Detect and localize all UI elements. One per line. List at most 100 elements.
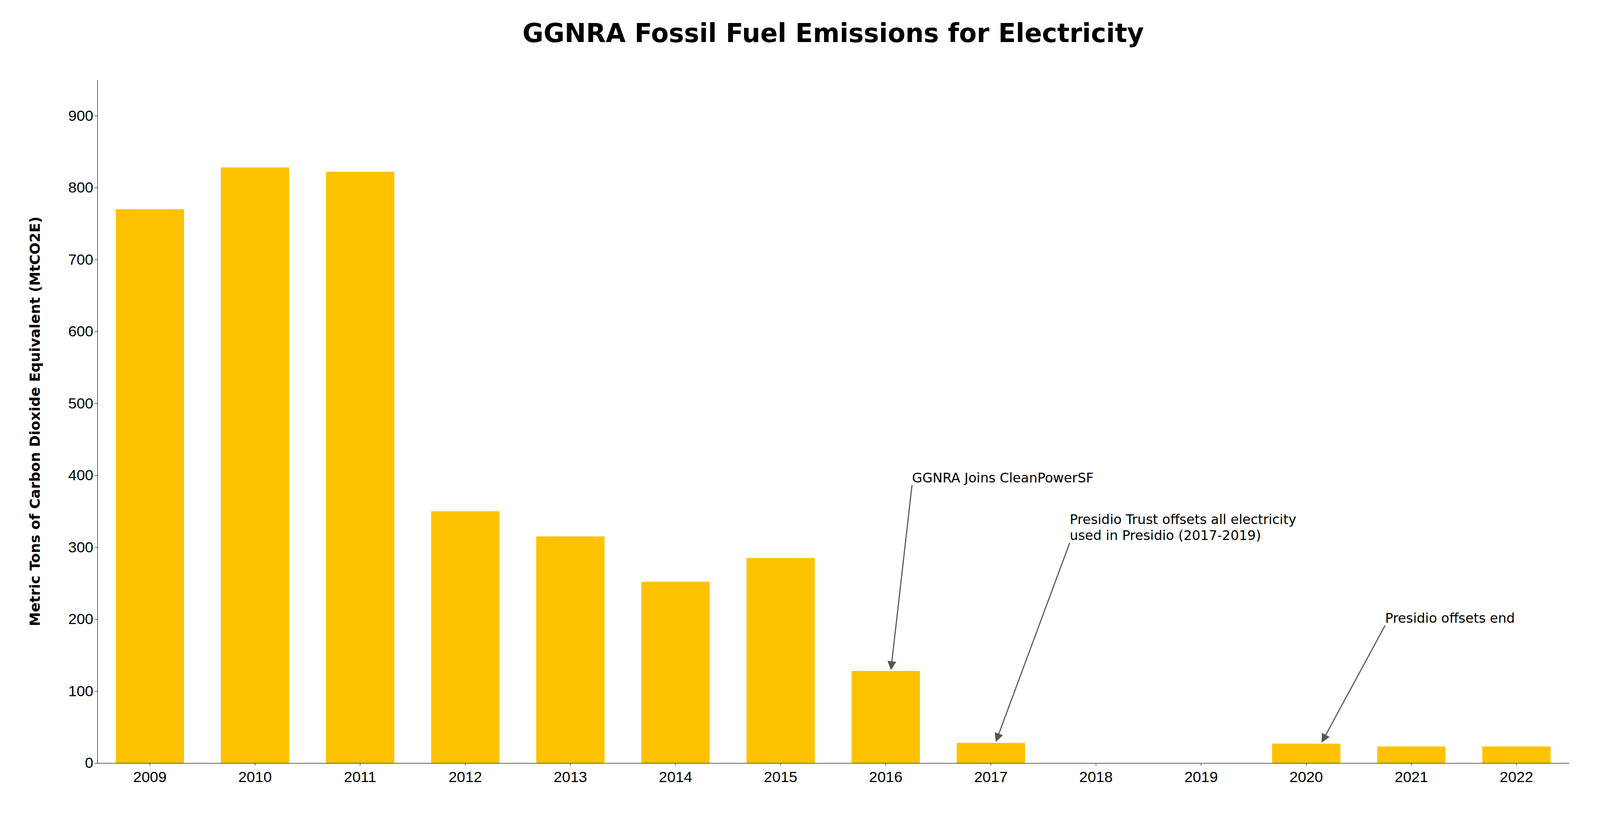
bar	[1377, 746, 1446, 763]
x-axis-line	[97, 762, 1570, 764]
annotations: GGNRA Joins CleanPowerSF Presidio Trust o…	[890, 469, 1515, 742]
y-tick-label: 300	[68, 538, 94, 556]
y-tick: 900	[68, 107, 98, 124]
x-tick-mark	[1095, 762, 1097, 766]
annotation: Presidio offsets end	[1385, 610, 1515, 626]
y-tick: 200	[68, 610, 98, 627]
x-tick-mark	[360, 762, 361, 766]
x-tick-mark	[990, 762, 991, 766]
y-tick-mark	[94, 618, 98, 620]
x-tick-mark	[149, 762, 150, 766]
bar	[326, 171, 395, 763]
x-tick-mark	[570, 762, 571, 766]
x-tick: 2017	[974, 762, 1008, 785]
y-tick: 500	[68, 394, 98, 412]
annotation-arrow	[996, 542, 1070, 741]
y-tick-label: 500	[68, 394, 94, 412]
y-tick-label: 200	[68, 610, 94, 627]
y-tick-label: 0	[84, 753, 94, 771]
y-axis-line	[97, 80, 98, 764]
y-tick-label: 800	[68, 178, 94, 196]
x-tick-mark	[464, 762, 466, 766]
bar	[1272, 743, 1341, 763]
annotation-line: Presidio Trust offsets all electricity	[1069, 511, 1297, 527]
x-tick-mark	[780, 762, 781, 766]
x-tick: 2020	[1289, 762, 1324, 785]
y-tick: 300	[68, 538, 98, 556]
y-tick-label: 100	[68, 682, 94, 699]
x-tick-mark	[675, 762, 676, 766]
x-tick: 2015	[763, 762, 798, 785]
bar	[115, 209, 185, 763]
y-tick-mark	[94, 187, 98, 189]
bar	[746, 557, 815, 763]
x-tick: 2016	[869, 762, 903, 785]
y-tick-mark	[94, 475, 98, 476]
x-tick-label: 2010	[238, 767, 273, 785]
bar	[1482, 746, 1551, 763]
bar	[431, 510, 500, 763]
x-tick: 2009	[133, 762, 167, 785]
x-tick-label: 2014	[658, 767, 693, 785]
x-tick-label: 2021	[1394, 767, 1429, 785]
x-tick-label: 2015	[763, 767, 798, 785]
y-tick-mark	[94, 259, 98, 260]
y-tick-mark	[94, 115, 98, 116]
x-tick-label: 2013	[553, 767, 588, 785]
bar	[641, 581, 710, 763]
annotation-arrow	[890, 484, 913, 669]
y-tick-mark	[94, 331, 98, 332]
x-tick: 2011	[344, 762, 377, 785]
x-tick-label: 2018	[1079, 767, 1113, 785]
y-tick: 400	[68, 466, 98, 484]
x-tick: 2013	[553, 762, 588, 785]
plot: 0 100 200 300 400 500 600 700 800 900 2009 2010 2011…	[68, 80, 1570, 786]
y-axis: 0 100 200 300 400 500 600 700 800 900	[68, 80, 98, 772]
x-tick-label: 2019	[1184, 767, 1218, 785]
y-tick-label: 400	[68, 466, 94, 484]
x-tick: 2022	[1499, 762, 1534, 785]
annotation-line: Presidio offsets end	[1385, 610, 1515, 626]
y-tick: 0	[84, 753, 98, 771]
annotation-arrow	[1322, 625, 1386, 742]
bar	[220, 167, 289, 763]
y-tick: 800	[68, 178, 98, 196]
bar	[1061, 762, 1130, 764]
title: GGNRA Fossil Fuel Emissions for Electric…	[522, 18, 1144, 49]
annotation: GGNRA Joins CleanPowerSF	[912, 469, 1094, 486]
x-tick-label: 2020	[1289, 767, 1324, 785]
annotation-line: used in Presidio (2017-2019)	[1069, 527, 1261, 543]
bar	[851, 670, 920, 763]
y-tick-label: 900	[68, 107, 94, 124]
x-tick-label: 2011	[344, 767, 377, 785]
x-tick: 2021	[1394, 762, 1429, 785]
x-tick-mark	[885, 762, 887, 766]
chart: 0 100 200 300 400 500 600 700 800 900 2009 2010 2011…	[0, 0, 1600, 825]
x-tick-mark	[254, 762, 256, 766]
bar	[536, 536, 605, 763]
annotation: Presidio Trust offsets all electricityus…	[1069, 511, 1297, 543]
bars	[115, 167, 1551, 763]
x-tick: 2019	[1184, 762, 1218, 785]
x-tick-label: 2016	[869, 767, 903, 785]
y-tick-label: 700	[68, 250, 94, 268]
x-tick-mark	[1516, 762, 1517, 766]
y-tick-label: 600	[68, 322, 94, 340]
x-tick: 2018	[1079, 762, 1113, 785]
x-tick-label: 2017	[974, 767, 1008, 785]
x-tick-mark	[1411, 762, 1412, 766]
y-tick-mark	[94, 402, 98, 404]
y-tick-mark	[94, 690, 98, 691]
bar	[1166, 762, 1236, 764]
y-tick-mark	[94, 546, 98, 548]
y-axis-title: Metric Tons of Carbon Dioxide Equivalent…	[26, 216, 44, 626]
x-tick-label: 2012	[448, 767, 483, 785]
x-tick-label: 2022	[1499, 767, 1534, 785]
x-tick-mark	[1200, 762, 1202, 766]
bar	[956, 742, 1025, 763]
x-tick-label: 2009	[133, 767, 167, 785]
y-tick: 600	[68, 322, 98, 340]
x-tick: 2014	[658, 762, 693, 785]
x-tick-mark	[1305, 762, 1307, 766]
x-tick: 2012	[448, 762, 483, 785]
